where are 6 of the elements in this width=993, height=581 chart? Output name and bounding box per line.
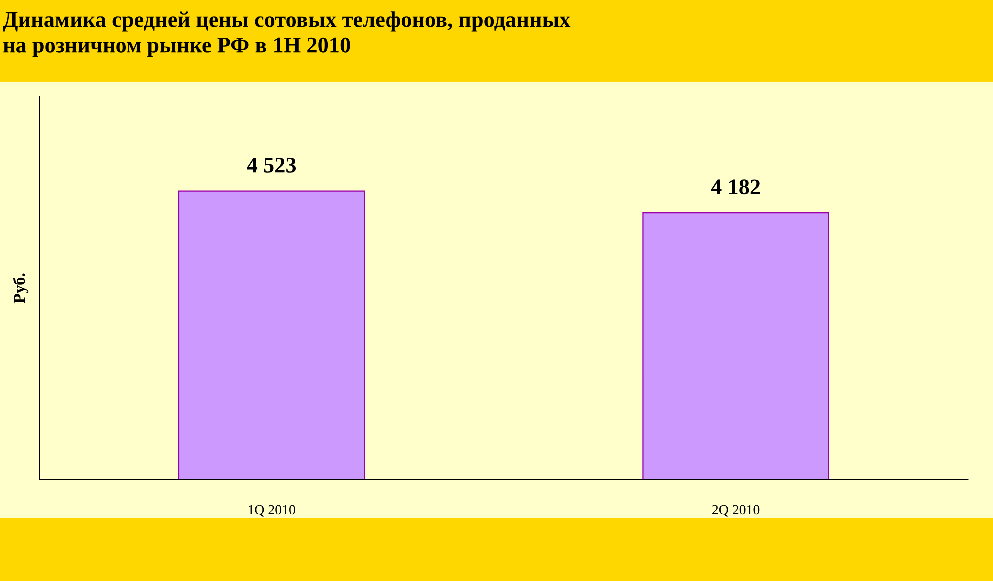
x-tick-label: 1Q 2010 [248, 505, 296, 517]
y-axis-title: Руб. [13, 274, 29, 304]
data-label: 4 182 [711, 180, 760, 195]
data-label: 4 523 [247, 158, 296, 173]
x-tick-label: 2Q 2010 [712, 505, 760, 517]
chart-title: Динамика средней цены сотовых телефонов, проданных на розничном рынке РФ в 1H 2010 [3, 12, 571, 58]
